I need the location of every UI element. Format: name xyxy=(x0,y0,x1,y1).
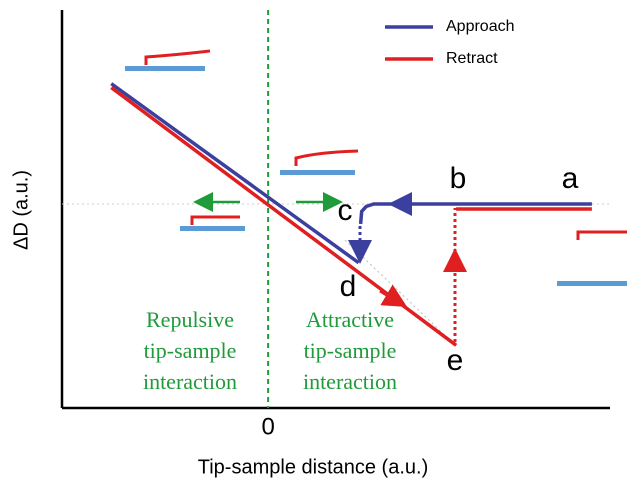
series-line xyxy=(110,82,592,265)
legend-label: Approach xyxy=(446,18,515,35)
sample-icon xyxy=(125,66,205,71)
point-label: d xyxy=(340,270,357,303)
region-label: Attractive xyxy=(306,307,394,332)
point-label: b xyxy=(450,162,467,195)
legend-label: Retract xyxy=(446,50,498,67)
region-label: interaction xyxy=(143,369,237,394)
x-tick-label: 0 xyxy=(261,413,274,440)
region-label: tip-sample xyxy=(304,338,397,363)
cantilever-icon xyxy=(190,215,240,225)
cantilever-icon xyxy=(576,230,627,240)
point-label: c xyxy=(338,194,353,227)
cantilever-icon xyxy=(144,49,211,65)
sample-icon xyxy=(280,170,355,175)
x-axis-label: Tip-sample distance (a.u.) xyxy=(198,456,428,478)
sample-icon xyxy=(180,226,245,231)
region-label: tip-sample xyxy=(144,338,237,363)
point-label: e xyxy=(447,344,464,377)
cantilever-icon xyxy=(294,149,359,166)
series-line xyxy=(110,86,592,347)
region-label: Repulsive xyxy=(146,307,234,332)
point-label: a xyxy=(562,162,579,195)
region-label: interaction xyxy=(303,369,397,394)
y-axis-label: ΔD (a.u.) xyxy=(10,170,32,250)
sample-icon xyxy=(557,281,627,286)
cantilever-icons xyxy=(125,49,627,286)
